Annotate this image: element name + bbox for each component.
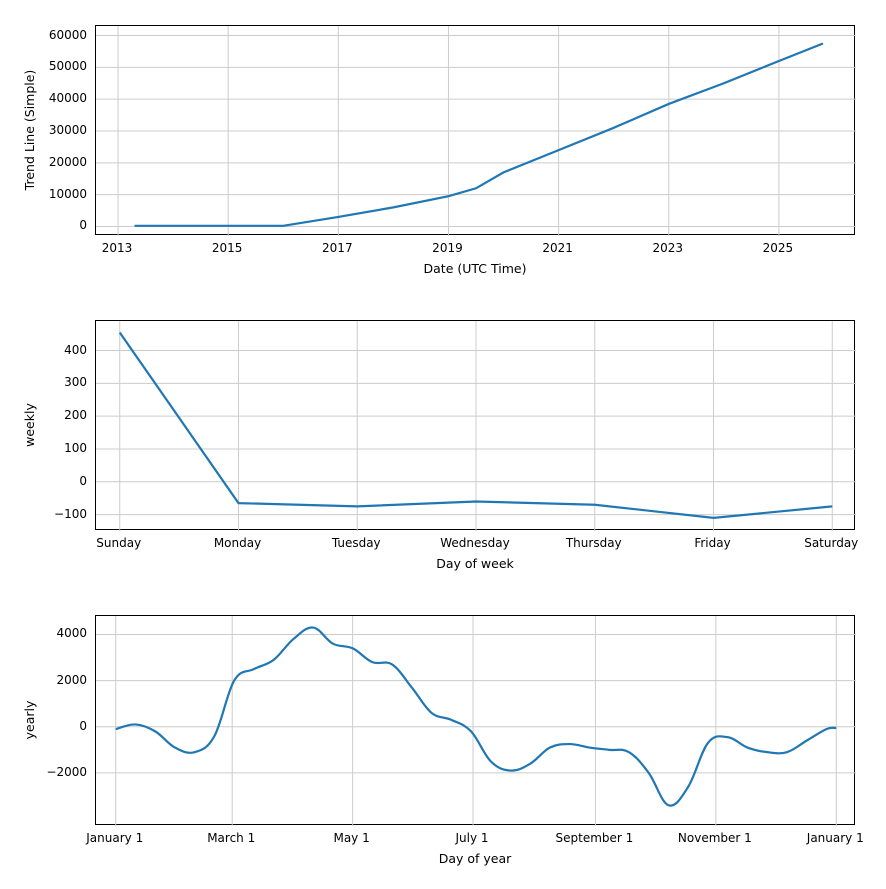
xtick-label: 2021 (542, 241, 573, 255)
xtick-label: Friday (694, 536, 730, 550)
xlabel: Date (UTC Time) (95, 261, 855, 276)
ytick-label: 100 (7, 441, 87, 455)
xlabel: Day of week (95, 556, 855, 571)
ytick-label: −2000 (7, 765, 87, 779)
figure: 2013201520172019202120232025010000200003… (0, 0, 886, 889)
ylabel: yearly (22, 701, 37, 740)
xtick-label: January 1 (86, 831, 143, 845)
series-line (116, 627, 837, 805)
xtick-label: May 1 (333, 831, 369, 845)
xtick-label: Monday (214, 536, 261, 550)
ytick-label: 20000 (7, 155, 87, 169)
xtick-label: 2023 (652, 241, 683, 255)
ytick-label: 10000 (7, 187, 87, 201)
ytick-label: 0 (7, 218, 87, 232)
subplot-trend (95, 25, 855, 235)
ytick-label: 60000 (7, 28, 87, 42)
xtick-label: 2017 (322, 241, 353, 255)
ytick-label: 40000 (7, 91, 87, 105)
ylabel: Trend Line (Simple) (22, 70, 37, 191)
subplot-weekly (95, 320, 855, 530)
ytick-label: 400 (7, 343, 87, 357)
xtick-label: 2013 (102, 241, 133, 255)
plot-area (96, 616, 856, 826)
subplot-yearly (95, 615, 855, 825)
ytick-label: 2000 (7, 673, 87, 687)
plot-area (96, 321, 856, 531)
plot-area (96, 26, 856, 236)
xtick-label: March 1 (207, 831, 255, 845)
gridlines (96, 26, 856, 236)
ytick-label: 200 (7, 408, 87, 422)
xtick-label: Thursday (566, 536, 622, 550)
ytick-label: 0 (7, 719, 87, 733)
xtick-label: 2025 (763, 241, 794, 255)
xtick-label: July 1 (456, 831, 489, 845)
series-line (135, 44, 823, 226)
ytick-label: −100 (7, 507, 87, 521)
xtick-label: 2019 (432, 241, 463, 255)
gridlines (96, 616, 856, 826)
xlabel: Day of year (95, 851, 855, 866)
xtick-label: November 1 (678, 831, 752, 845)
ytick-label: 30000 (7, 123, 87, 137)
ytick-label: 300 (7, 375, 87, 389)
xtick-label: September 1 (556, 831, 634, 845)
ytick-label: 0 (7, 474, 87, 488)
xtick-label: Wednesday (440, 536, 509, 550)
ylabel: weekly (22, 403, 37, 447)
xtick-label: Tuesday (332, 536, 381, 550)
xtick-label: Sunday (96, 536, 141, 550)
xtick-label: 2015 (212, 241, 243, 255)
gridlines (96, 321, 856, 531)
xtick-label: January 1 (807, 831, 864, 845)
ytick-label: 4000 (7, 626, 87, 640)
ytick-label: 50000 (7, 59, 87, 73)
xtick-label: Saturday (804, 536, 858, 550)
